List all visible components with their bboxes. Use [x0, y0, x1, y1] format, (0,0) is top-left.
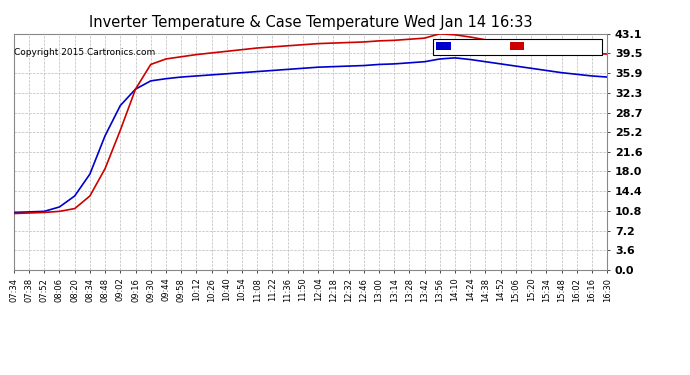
- Text: Copyright 2015 Cartronics.com: Copyright 2015 Cartronics.com: [14, 48, 156, 57]
- Legend: Case  (°C), Inverter  (°C): Case (°C), Inverter (°C): [433, 39, 602, 54]
- Title: Inverter Temperature & Case Temperature Wed Jan 14 16:33: Inverter Temperature & Case Temperature …: [89, 15, 532, 30]
